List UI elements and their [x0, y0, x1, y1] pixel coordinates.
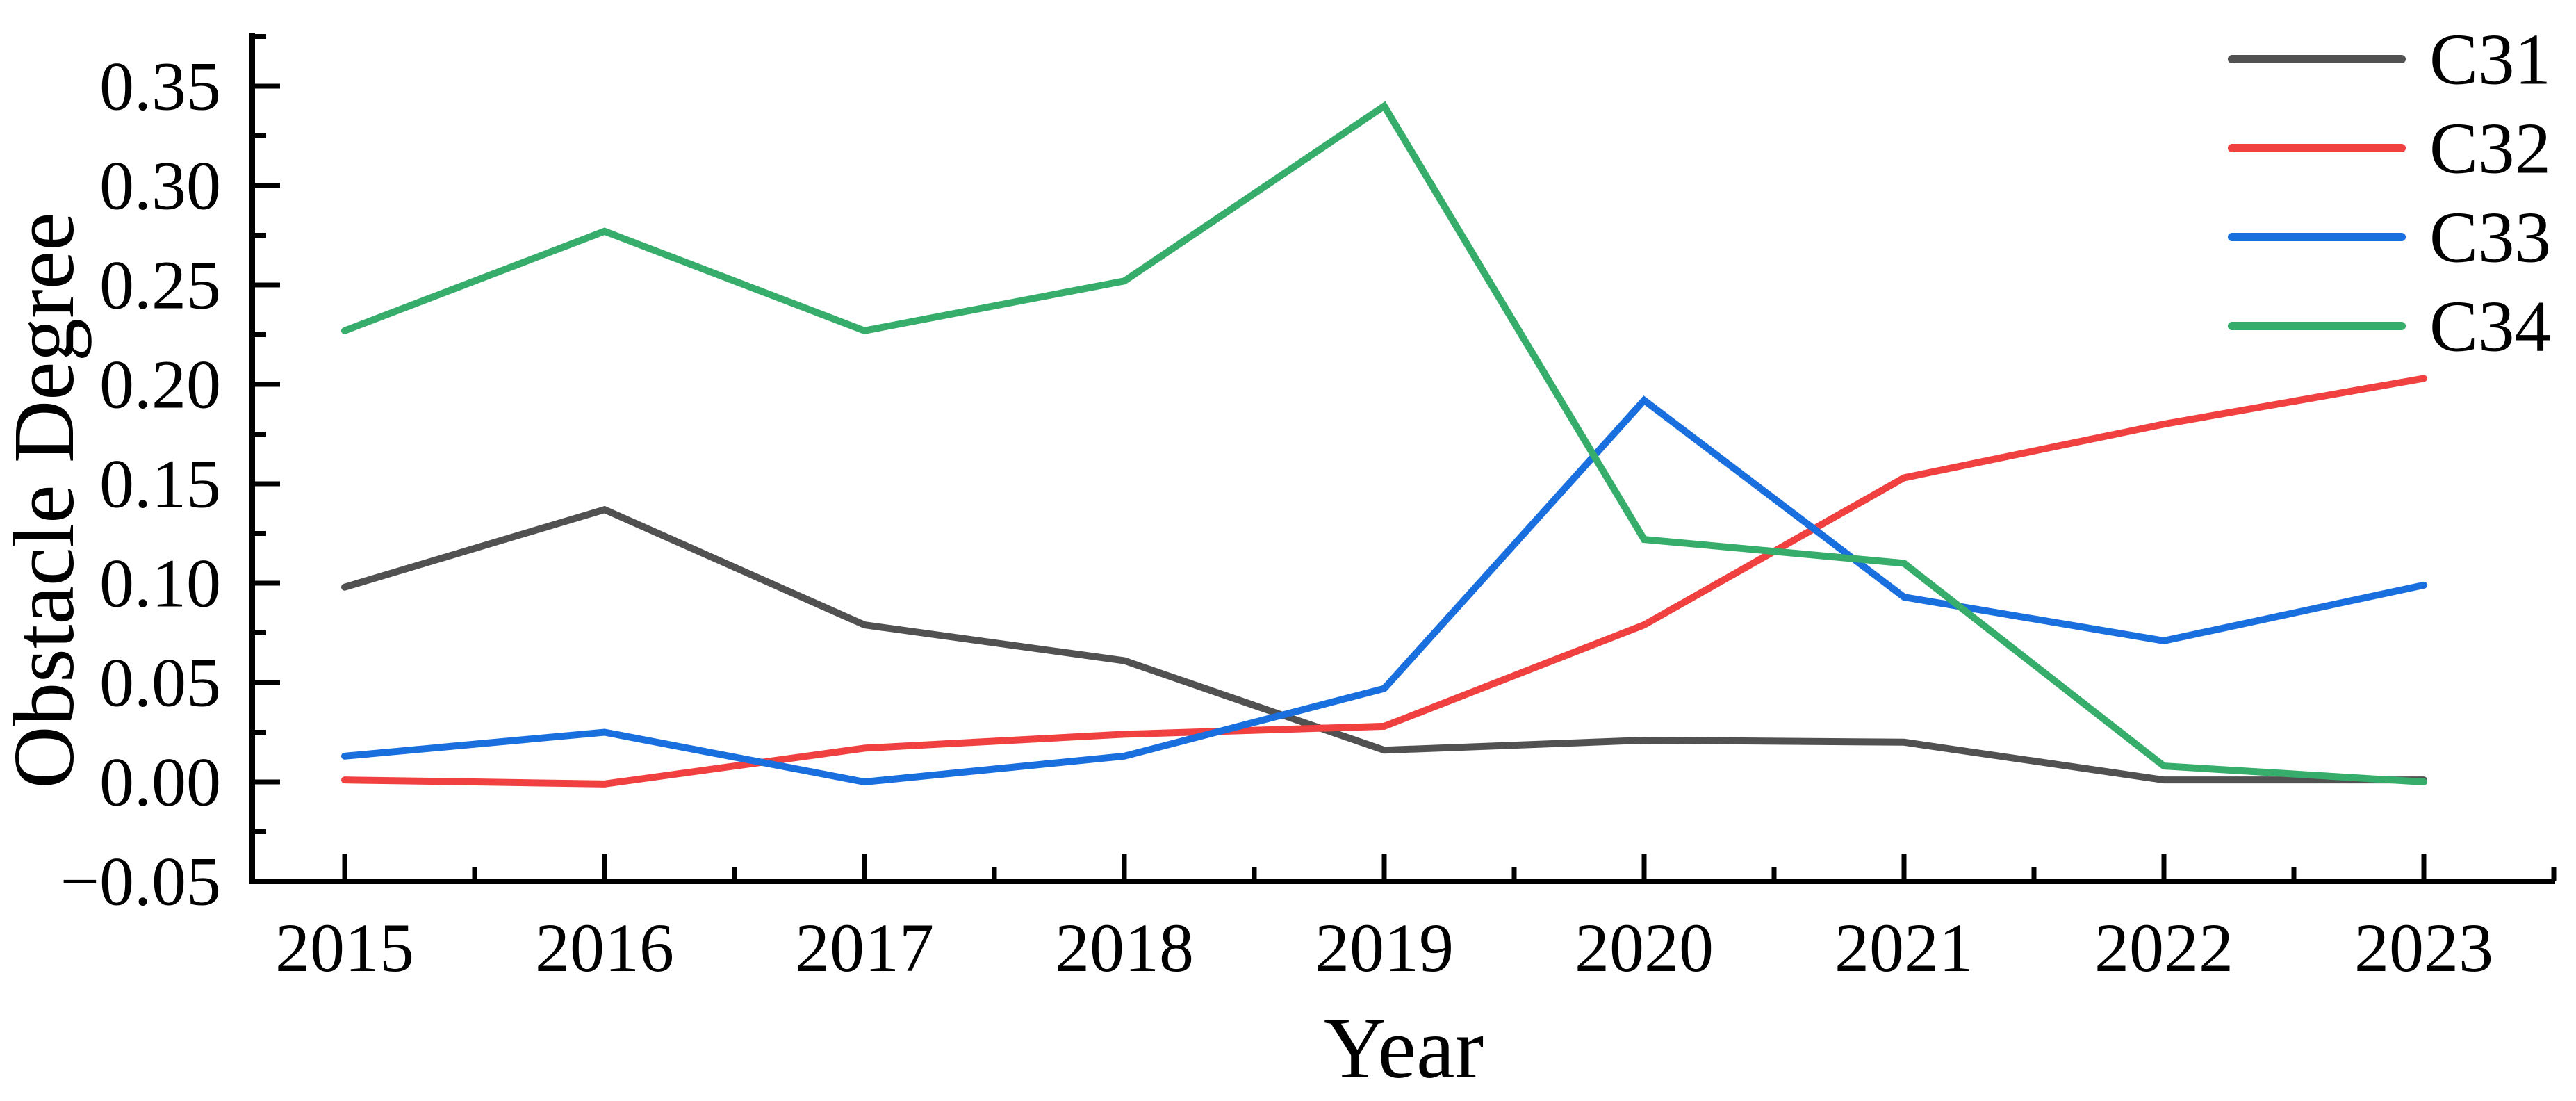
y-tick-label: 0.20	[99, 346, 221, 423]
legend-item-C31: C31	[2228, 19, 2551, 100]
x-tick-label: 2023	[2354, 909, 2493, 986]
x-tick-label: 2019	[1315, 909, 1454, 986]
series-line-C34	[341, 101, 2427, 785]
y-tick-label: −0.05	[60, 843, 221, 920]
series-line-C33	[341, 395, 2427, 786]
x-tick-label: 2016	[535, 909, 674, 986]
x-tick-label: 2020	[1575, 909, 1714, 986]
legend-label-C32: C32	[2429, 108, 2551, 189]
legend-item-C32: C32	[2228, 108, 2551, 189]
legend-label-C31: C31	[2429, 19, 2551, 100]
y-tick-label: 0.30	[99, 147, 221, 225]
x-tick-label: 2017	[795, 909, 934, 986]
y-tick-label: 0.25	[99, 247, 221, 324]
series-layer	[341, 101, 2427, 788]
y-tick-label: 0.10	[99, 545, 221, 622]
x-tick-label: 2021	[1835, 909, 1974, 986]
axes-layer: −0.05 0.00 0.05 0.10 0.15 0.20 0.25 0.30 0.35 201…	[60, 33, 2557, 986]
legend-label-C34: C34	[2429, 286, 2551, 367]
legend-item-C34: C34	[2228, 286, 2551, 367]
legend-item-C33: C33	[2228, 197, 2551, 278]
y-tick-label: 0.15	[99, 446, 221, 523]
series-line-C32	[341, 375, 2427, 788]
x-tick-label: 2015	[275, 909, 414, 986]
y-tick-label: 0.05	[99, 644, 221, 721]
series-line-C31	[341, 505, 2427, 784]
y-tick-label: 0.35	[99, 48, 221, 125]
y-axis-title: Obstacle Degree	[0, 212, 92, 788]
legend-label-C33: C33	[2429, 197, 2551, 278]
x-axis-title: Year	[1324, 1001, 1484, 1097]
y-tick-label: 0.00	[99, 744, 221, 821]
x-tick-label: 2018	[1055, 909, 1194, 986]
x-tick-label: 2022	[2094, 909, 2233, 986]
